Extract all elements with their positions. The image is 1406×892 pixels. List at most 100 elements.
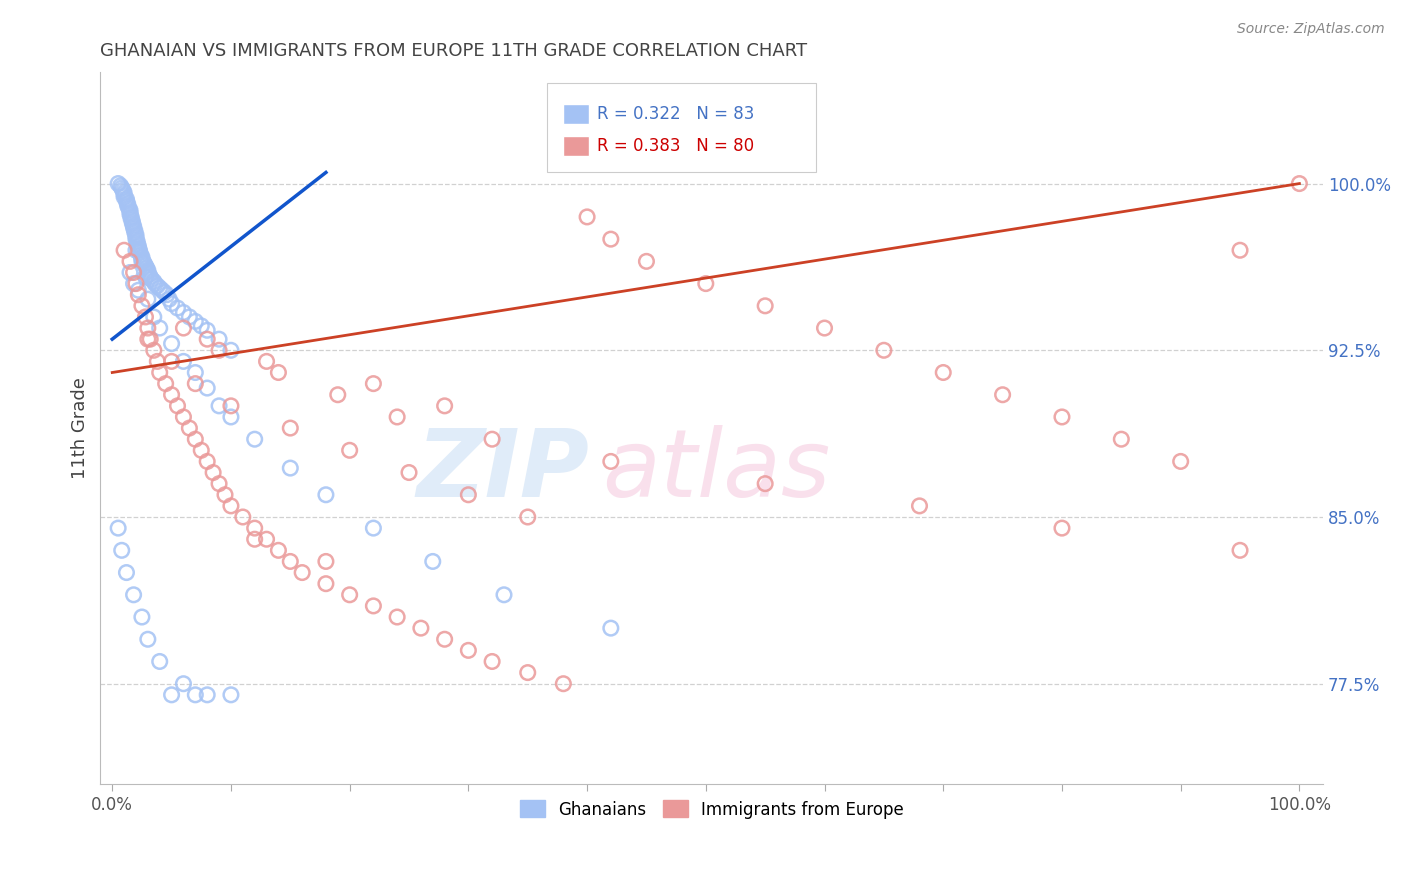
Point — [118, 265, 141, 279]
Point — [1050, 521, 1073, 535]
Point — [111, 543, 134, 558]
Point — [122, 277, 145, 291]
Point — [149, 366, 172, 380]
Point — [991, 388, 1014, 402]
Point — [172, 321, 194, 335]
Point — [179, 421, 201, 435]
Point — [110, 178, 132, 193]
Point — [315, 554, 337, 568]
Point — [232, 510, 254, 524]
Point — [121, 217, 143, 231]
Point — [339, 443, 361, 458]
Point — [122, 219, 145, 233]
Point — [127, 283, 149, 297]
Point — [195, 381, 218, 395]
Legend: Ghanaians, Immigrants from Europe: Ghanaians, Immigrants from Europe — [513, 794, 911, 825]
Y-axis label: 11th Grade: 11th Grade — [72, 377, 89, 479]
Point — [599, 621, 621, 635]
Point — [132, 254, 155, 268]
Point — [166, 301, 188, 315]
Point — [136, 292, 159, 306]
Point — [433, 399, 456, 413]
Point — [139, 269, 162, 284]
Point — [195, 332, 218, 346]
Point — [128, 244, 150, 258]
Point — [219, 688, 242, 702]
Point — [125, 244, 148, 258]
Point — [195, 454, 218, 468]
Point — [278, 461, 301, 475]
Point — [156, 287, 179, 301]
Point — [481, 432, 503, 446]
Point — [754, 299, 776, 313]
Point — [155, 376, 177, 391]
Point — [127, 239, 149, 253]
Point — [138, 268, 160, 282]
Point — [184, 688, 207, 702]
Point — [131, 610, 153, 624]
Point — [398, 466, 420, 480]
Point — [553, 676, 575, 690]
Point — [172, 354, 194, 368]
Point — [219, 409, 242, 424]
Text: atlas: atlas — [602, 425, 830, 516]
Point — [150, 283, 173, 297]
Point — [339, 588, 361, 602]
Point — [146, 354, 169, 368]
Point — [315, 576, 337, 591]
Point — [118, 208, 141, 222]
Point — [127, 236, 149, 251]
Point — [157, 292, 180, 306]
Point — [142, 343, 165, 358]
Point — [136, 263, 159, 277]
Text: ZIP: ZIP — [416, 425, 589, 516]
Point — [120, 212, 142, 227]
Point — [127, 235, 149, 249]
Point — [172, 305, 194, 319]
Point — [172, 676, 194, 690]
Point — [115, 192, 138, 206]
Point — [134, 257, 156, 271]
Point — [184, 376, 207, 391]
Point — [149, 655, 172, 669]
Point — [107, 521, 129, 535]
Point — [131, 252, 153, 267]
Point — [118, 203, 141, 218]
Point — [131, 299, 153, 313]
Text: GHANAIAN VS IMMIGRANTS FROM EUROPE 11TH GRADE CORRELATION CHART: GHANAIAN VS IMMIGRANTS FROM EUROPE 11TH … — [100, 42, 807, 60]
Point — [326, 388, 349, 402]
Point — [516, 665, 538, 680]
Point — [695, 277, 717, 291]
FancyBboxPatch shape — [547, 83, 815, 172]
Point — [172, 409, 194, 424]
Point — [124, 223, 146, 237]
Point — [599, 454, 621, 468]
Point — [153, 285, 176, 300]
Point — [160, 388, 183, 402]
Point — [195, 323, 218, 337]
Point — [118, 201, 141, 215]
Point — [149, 281, 172, 295]
Point — [179, 310, 201, 324]
Point — [128, 245, 150, 260]
Point — [146, 278, 169, 293]
Point — [166, 399, 188, 413]
Point — [1111, 432, 1133, 446]
Point — [120, 210, 142, 224]
Point — [214, 488, 236, 502]
Point — [492, 588, 515, 602]
Point — [208, 476, 231, 491]
Point — [315, 488, 337, 502]
Point — [291, 566, 314, 580]
Point — [576, 210, 599, 224]
Point — [122, 265, 145, 279]
Point — [136, 332, 159, 346]
Point — [256, 533, 278, 547]
Point — [278, 554, 301, 568]
Point — [278, 421, 301, 435]
Point — [135, 260, 157, 275]
Point — [243, 533, 266, 547]
Point — [136, 265, 159, 279]
Point — [190, 318, 212, 333]
Point — [142, 274, 165, 288]
